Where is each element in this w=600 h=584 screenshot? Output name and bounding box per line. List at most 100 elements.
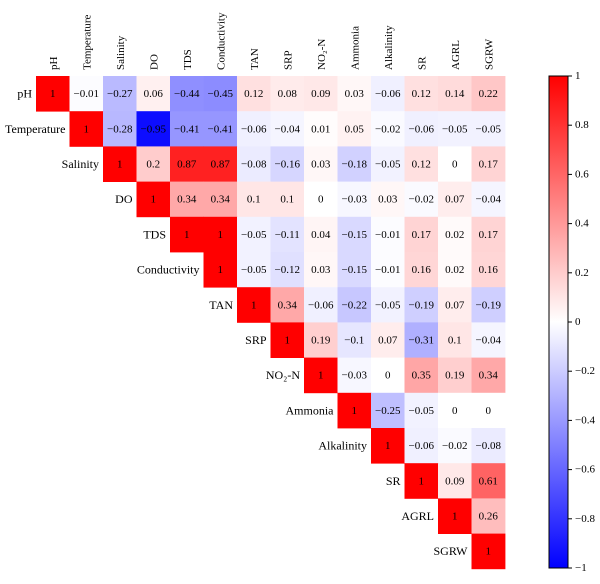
heatmap-cell [69, 76, 104, 112]
row-label: Conductivity [137, 263, 200, 277]
heatmap-cell [404, 392, 439, 429]
colorbar-tick-label: 0.8 [575, 119, 589, 131]
heatmap-cell [404, 428, 439, 464]
heatmap-cell [404, 76, 439, 112]
heatmap-cell [304, 146, 338, 182]
cell-value: −0.06 [308, 299, 334, 311]
heatmap-cell [304, 287, 338, 323]
heatmap-cell [237, 216, 271, 253]
cell-value: 0.07 [378, 335, 398, 347]
cell-value: −0.16 [275, 159, 301, 171]
heatmap-cell [438, 76, 472, 112]
heatmap-cell [438, 498, 472, 534]
heatmap-cell [337, 181, 372, 218]
cell-value: −0.19 [476, 299, 502, 311]
heatmap-cell [237, 111, 271, 147]
cell-value: 0 [486, 405, 492, 417]
heatmap-cell [170, 76, 204, 112]
heatmap-cell [438, 252, 472, 288]
column-label: SGRW [483, 38, 495, 70]
cell-value: −0.05 [241, 229, 267, 241]
cell-value: −0.05 [375, 159, 401, 171]
row-label: Salinity [62, 157, 99, 171]
row-label: TAN [209, 298, 233, 312]
cell-value: 0.19 [311, 335, 331, 347]
cell-value: −0.05 [375, 299, 401, 311]
cell-value: −0.1 [344, 335, 364, 347]
heatmap-cell [471, 111, 506, 147]
cell-value: 0.17 [479, 159, 499, 171]
heatmap-cell [237, 76, 271, 112]
cell-value: 1 [486, 546, 492, 558]
cell-value: 0.12 [412, 88, 431, 100]
cell-value: 0.05 [345, 123, 365, 135]
heatmap-cell [237, 287, 271, 323]
heatmap-cell [371, 428, 405, 464]
column-label: Salinity [115, 35, 127, 70]
heatmap-cell [337, 146, 372, 182]
column-labels: pH Temperature Salinity DO TDS Conductivity TA… [48, 12, 496, 70]
cell-value: −0.01 [375, 229, 400, 241]
heatmap-cell [136, 111, 171, 147]
cell-value: 1 [352, 405, 358, 417]
cell-value: 1 [151, 194, 157, 206]
cell-value: 0.03 [345, 88, 365, 100]
cell-value: 1 [218, 264, 224, 276]
cell-value: 0.02 [445, 264, 464, 276]
cell-value: 0.34 [177, 194, 197, 206]
cell-value: −0.28 [107, 123, 133, 135]
cell-value: 1 [419, 475, 425, 487]
colorbar-tick-label: −0.6 [575, 464, 595, 476]
heatmap-cell [270, 287, 305, 323]
cell-value: 0.2 [146, 159, 160, 171]
column-label: TDS [182, 49, 194, 70]
heatmap-cell [404, 252, 439, 288]
cell-value: −0.04 [275, 123, 301, 135]
cell-value: 0.06 [144, 88, 164, 100]
heatmap-cell [304, 357, 338, 394]
heatmap-cell [304, 322, 338, 358]
heatmap-cell [203, 216, 238, 253]
cell-value: −0.12 [275, 264, 300, 276]
heatmap-cell [404, 287, 439, 323]
heatmap-cell [404, 216, 439, 253]
row-label: TDS [143, 227, 166, 241]
column-label: DO [148, 54, 160, 70]
cell-value: −0.27 [107, 88, 133, 100]
heatmap-cell [304, 111, 338, 147]
heatmap-cell [69, 111, 104, 147]
cell-value: 0.34 [479, 370, 499, 382]
heatmap-cell [438, 181, 472, 218]
cell-value: 0.08 [278, 88, 298, 100]
cell-value: 0.12 [244, 88, 263, 100]
heatmap-cell [170, 111, 204, 147]
heatmap-cell [304, 181, 338, 218]
cell-value: −0.95 [141, 123, 167, 135]
cell-value: −0.45 [208, 88, 234, 100]
heatmap-cell [404, 111, 439, 147]
heatmap-cell [203, 181, 238, 218]
cell-value: −0.41 [174, 123, 199, 135]
cell-value: 0.87 [177, 159, 197, 171]
colorbar-tick-label: 0.6 [575, 168, 589, 180]
cell-value: 1 [117, 159, 123, 171]
cell-value: −0.04 [476, 194, 502, 206]
colorbar-tick-label: 0 [575, 316, 581, 328]
cell-value: 0.1 [247, 194, 261, 206]
cell-value: −0.08 [476, 440, 502, 452]
heatmap-cell [471, 146, 506, 182]
heatmap-cell [404, 322, 439, 358]
heatmap-cell [270, 252, 305, 288]
cell-value: −0.06 [375, 88, 401, 100]
colorbar-tick-label: −0.4 [575, 414, 595, 426]
heatmap-cell [136, 146, 171, 182]
cell-value: 1 [50, 88, 56, 100]
row-label: SGRW [433, 544, 468, 558]
row-label: Temperature [5, 122, 65, 136]
heatmap-cell [170, 216, 204, 253]
cell-value: −0.03 [342, 370, 368, 382]
heatmap-cell [471, 252, 506, 288]
colorbar-tick-label: 1 [575, 70, 581, 82]
heatmap-cell [371, 216, 405, 253]
cell-value: 0.1 [448, 335, 462, 347]
